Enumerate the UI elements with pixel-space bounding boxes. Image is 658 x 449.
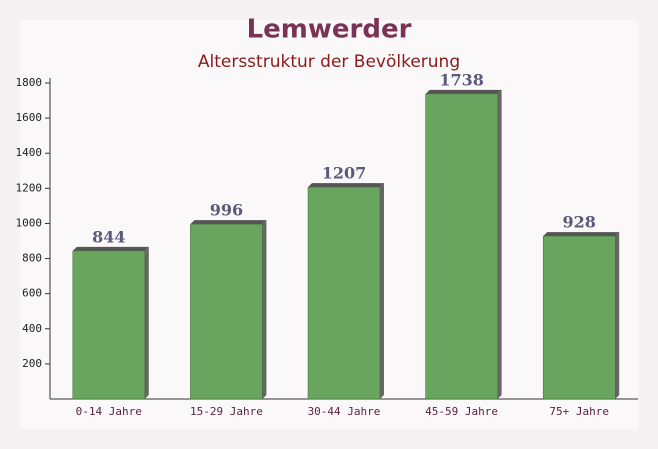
- bar-top: [425, 89, 502, 94]
- chart-subtitle: Altersstruktur der Bevölkerung: [198, 52, 460, 72]
- bar-shadow: [497, 89, 502, 399]
- value-label: 996: [210, 201, 243, 220]
- y-tick-label: 1600: [16, 111, 43, 124]
- y-tick-label: 1000: [16, 216, 43, 229]
- y-tick-label: 800: [22, 252, 42, 265]
- x-tick-label: 15-29 Jahre: [190, 405, 263, 418]
- y-tick-label: 1200: [16, 181, 43, 194]
- y-tick-label: 200: [22, 357, 42, 370]
- bar-shadow: [144, 246, 149, 399]
- bar: [190, 223, 263, 400]
- x-tick-label: 45-59 Jahre: [425, 405, 498, 418]
- bar: [307, 186, 381, 400]
- y-tick-label: 600: [22, 287, 42, 300]
- x-tick-label: 75+ Jahre: [549, 405, 609, 418]
- bar: [72, 250, 146, 400]
- value-label: 1738: [439, 70, 484, 89]
- bar: [425, 93, 498, 400]
- y-tick-label: 1800: [16, 76, 43, 89]
- bar-shadow: [615, 232, 620, 399]
- bar-top: [190, 220, 267, 225]
- bar-shadow: [380, 183, 384, 399]
- bar: [542, 235, 616, 400]
- value-label: 928: [562, 213, 595, 232]
- x-tick-label: 30-44 Jahre: [308, 405, 381, 418]
- bar-shadow: [262, 220, 267, 399]
- bar-top: [308, 183, 384, 188]
- y-tick-label: 400: [22, 322, 42, 335]
- chart-title: Lemwerder: [247, 15, 412, 45]
- bar-top: [72, 246, 149, 251]
- bar-top: [543, 232, 620, 237]
- y-tick-label: 1400: [16, 146, 43, 159]
- value-label: 1207: [322, 164, 367, 183]
- value-label: 844: [92, 227, 125, 246]
- x-tick-label: 0-14 Jahre: [76, 405, 142, 418]
